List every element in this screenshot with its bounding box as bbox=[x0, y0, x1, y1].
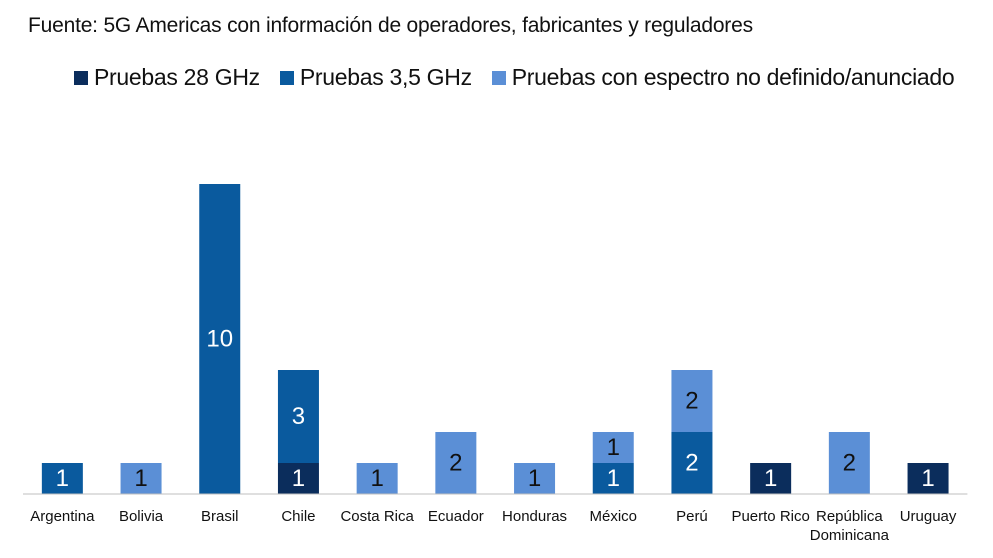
category-label: Honduras bbox=[502, 508, 567, 525]
legend-swatch-35ghz bbox=[279, 70, 294, 85]
bar-data-label: 1 bbox=[607, 434, 620, 461]
legend-label-undefined: Pruebas con espectro no definido/anuncia… bbox=[511, 64, 955, 90]
bar-segment bbox=[120, 463, 162, 494]
category-label: Bolivia bbox=[119, 508, 164, 525]
bar-segment bbox=[671, 432, 713, 494]
bar-data-label: 1 bbox=[370, 465, 383, 492]
bar-segment bbox=[277, 370, 319, 463]
category-label: México bbox=[589, 508, 637, 525]
bar-segment bbox=[750, 463, 792, 494]
bar-segment bbox=[435, 432, 477, 494]
legend-item-28ghz: Pruebas 28 GHz bbox=[74, 64, 260, 91]
bar-data-label: 1 bbox=[764, 465, 777, 492]
bar-data-label: 2 bbox=[685, 450, 698, 477]
category-label: Chile bbox=[281, 508, 315, 525]
category-label: Ecuador bbox=[428, 508, 484, 525]
legend-label-28ghz: Pruebas 28 GHz bbox=[94, 64, 260, 90]
bar-data-label: 2 bbox=[685, 388, 698, 415]
source-note: Fuente: 5G Americas con información de o… bbox=[28, 14, 753, 37]
legend-label-35ghz: Pruebas 3,5 GHz bbox=[299, 64, 472, 90]
bar-segment bbox=[514, 463, 556, 494]
bar-segment bbox=[356, 463, 398, 494]
category-label: Puerto Rico bbox=[731, 508, 809, 525]
bar-data-label: 2 bbox=[449, 450, 462, 477]
legend-item-35ghz: Pruebas 3,5 GHz bbox=[279, 64, 472, 91]
legend-swatch-undefined bbox=[491, 70, 506, 85]
bar-segment bbox=[828, 432, 870, 494]
bar-segment bbox=[592, 463, 634, 494]
category-label: Perú bbox=[676, 508, 708, 525]
category-label: Uruguay bbox=[900, 508, 957, 525]
category-label: Brasil bbox=[201, 508, 239, 525]
bar-segment bbox=[41, 463, 83, 494]
bar-segment bbox=[592, 432, 634, 463]
bar-data-label: 2 bbox=[843, 450, 856, 477]
legend: Pruebas 28 GHz Pruebas 3,5 GHz Pruebas c… bbox=[74, 64, 955, 91]
bar-data-label: 1 bbox=[607, 465, 620, 492]
bar-data-label: 1 bbox=[528, 465, 541, 492]
bar-data-label: 3 bbox=[292, 403, 305, 430]
category-label: Costa Rica bbox=[340, 508, 414, 525]
bar-segment bbox=[907, 463, 949, 494]
legend-swatch-28ghz bbox=[74, 70, 88, 85]
bar-segment bbox=[671, 370, 713, 432]
category-label: Argentina bbox=[30, 508, 95, 525]
bar-data-label: 1 bbox=[56, 465, 69, 492]
bar-data-label: 1 bbox=[921, 465, 934, 492]
bar-data-label: 1 bbox=[292, 465, 305, 492]
bar-data-label: 1 bbox=[134, 465, 147, 492]
bar-segment bbox=[277, 463, 319, 494]
category-label: República Dominicana bbox=[810, 508, 890, 544]
bar-segment bbox=[199, 184, 241, 494]
bar-data-label: 10 bbox=[206, 326, 233, 353]
legend-item-undefined: Pruebas con espectro no definido/anuncia… bbox=[491, 64, 955, 91]
